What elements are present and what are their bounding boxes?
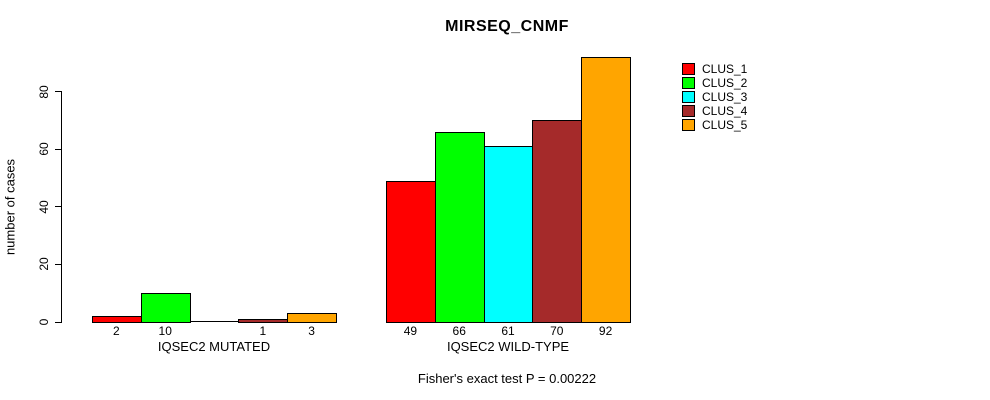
legend-item-clus_4: CLUS_4 bbox=[682, 104, 747, 118]
bar-value-label-clus-3-iqsec2-wild-type: 61 bbox=[501, 324, 515, 338]
legend-swatch-clus_5 bbox=[682, 119, 695, 131]
legend-item-clus_1: CLUS_1 bbox=[682, 62, 747, 76]
bar-clus-4-iqsec2-wild-type bbox=[532, 120, 583, 323]
fisher-test-caption: Fisher's exact test P = 0.00222 bbox=[417, 371, 597, 386]
bar-clus-3-iqsec2-wild-type bbox=[483, 146, 534, 323]
legend-label: CLUS_4 bbox=[702, 104, 748, 118]
legend-item-clus_2: CLUS_2 bbox=[682, 76, 747, 90]
legend-swatch-clus_4 bbox=[682, 105, 695, 117]
bar-value-label-clus-1-iqsec2-mutated: 2 bbox=[113, 324, 120, 338]
bar-clus-5-iqsec2-wild-type bbox=[581, 57, 631, 323]
bar-value-label-clus-5-iqsec2-wild-type: 92 bbox=[598, 324, 613, 338]
group-label-iqsec2-mutated: IQSEC2 MUTATED bbox=[157, 339, 271, 354]
bar-clus-1-iqsec2-wild-type bbox=[386, 181, 436, 323]
legend-label: CLUS_3 bbox=[702, 90, 748, 104]
group-label-iqsec2-wild-type: IQSEC2 WILD-TYPE bbox=[446, 339, 570, 354]
legend-item-clus_5: CLUS_5 bbox=[682, 118, 747, 132]
legend-label: CLUS_1 bbox=[702, 62, 748, 76]
y-tick bbox=[55, 148, 62, 150]
y-tick-label: 60 bbox=[37, 142, 51, 156]
y-tick bbox=[55, 321, 62, 323]
bar-clus-2-iqsec2-wild-type bbox=[434, 132, 485, 323]
legend-swatch-clus_3 bbox=[682, 91, 695, 103]
legend-label: CLUS_5 bbox=[702, 118, 748, 132]
bar-value-label-clus-1-iqsec2-wild-type: 49 bbox=[403, 324, 418, 338]
y-tick-label: 40 bbox=[37, 200, 51, 214]
legend-item-clus_3: CLUS_3 bbox=[682, 90, 747, 104]
legend-swatch-clus_2 bbox=[682, 77, 695, 89]
y-tick bbox=[55, 91, 62, 92]
y-tick bbox=[55, 206, 62, 208]
bar-clus-2-iqsec2-mutated bbox=[140, 293, 191, 323]
y-tick-label: 0 bbox=[37, 318, 51, 326]
legend-label: CLUS_2 bbox=[702, 76, 748, 90]
chart-title: MIRSEQ_CNMF bbox=[445, 18, 569, 35]
y-tick-label: 20 bbox=[37, 257, 51, 272]
legend-swatch-clus_1 bbox=[682, 63, 695, 75]
bar-value-label-clus-2-iqsec2-wild-type: 66 bbox=[452, 324, 466, 338]
legend: CLUS_1 CLUS_2 CLUS_3 CLUS_4 CLUS_5 bbox=[682, 62, 747, 132]
bar-value-label-clus-2-iqsec2-mutated: 10 bbox=[158, 324, 172, 338]
bar-clus-1-iqsec2-mutated bbox=[92, 316, 142, 323]
bar-value-label-clus-4-iqsec2-mutated: 1 bbox=[259, 324, 267, 338]
bar-value-label-clus-4-iqsec2-wild-type: 70 bbox=[550, 324, 564, 338]
bar-clus-5-iqsec2-mutated bbox=[287, 313, 337, 323]
group-baseline bbox=[92, 321, 337, 322]
bar-clus-4-iqsec2-mutated bbox=[238, 319, 289, 323]
y-axis-line bbox=[61, 91, 62, 323]
y-tick-label: 80 bbox=[37, 84, 51, 99]
bar-value-label-clus-5-iqsec2-mutated: 3 bbox=[308, 324, 315, 338]
y-tick bbox=[55, 263, 62, 265]
